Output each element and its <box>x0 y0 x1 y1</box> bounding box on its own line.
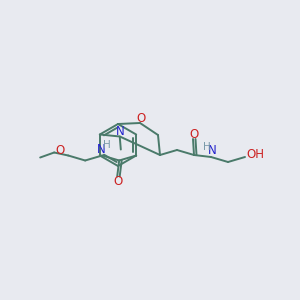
Text: O: O <box>56 144 65 157</box>
Text: H: H <box>203 142 211 152</box>
Text: O: O <box>189 128 199 140</box>
Text: N: N <box>208 145 216 158</box>
Text: H: H <box>103 140 111 151</box>
Text: O: O <box>136 112 146 124</box>
Text: OH: OH <box>246 148 264 160</box>
Text: O: O <box>114 175 123 188</box>
Text: N: N <box>97 143 106 156</box>
Text: N: N <box>116 125 124 138</box>
